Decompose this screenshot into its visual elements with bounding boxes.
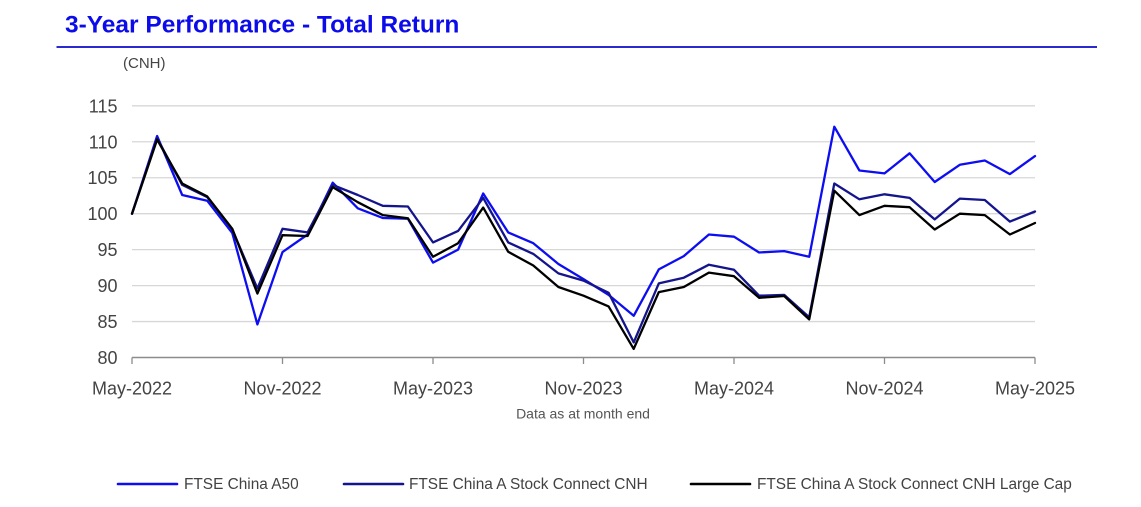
svg-text:May-2024: May-2024	[694, 379, 774, 399]
svg-text:Nov-2023: Nov-2023	[544, 379, 622, 399]
svg-text:May-2025: May-2025	[995, 379, 1075, 399]
svg-text:May-2022: May-2022	[92, 379, 172, 399]
svg-text:FTSE China A50: FTSE China A50	[184, 476, 299, 493]
svg-text:90: 90	[97, 276, 117, 296]
svg-text:100: 100	[87, 204, 117, 224]
svg-text:Data as at month end: Data as at month end	[516, 406, 650, 422]
svg-text:115: 115	[89, 96, 118, 116]
svg-text:3-Year Performance - Total Ret: 3-Year Performance - Total Return	[65, 12, 459, 39]
svg-text:Nov-2024: Nov-2024	[845, 379, 923, 399]
svg-text:Nov-2022: Nov-2022	[243, 379, 321, 399]
svg-text:(CNH): (CNH)	[123, 55, 166, 72]
svg-text:110: 110	[89, 132, 118, 152]
svg-text:FTSE China A Stock Connect CNH: FTSE China A Stock Connect CNH	[409, 476, 648, 493]
svg-text:May-2023: May-2023	[393, 379, 473, 399]
svg-text:FTSE China A Stock Connect CNH: FTSE China A Stock Connect CNH Large Cap	[757, 476, 1072, 493]
svg-text:80: 80	[97, 348, 117, 368]
svg-text:95: 95	[97, 240, 117, 260]
svg-text:85: 85	[97, 312, 117, 332]
svg-text:105: 105	[87, 168, 117, 188]
